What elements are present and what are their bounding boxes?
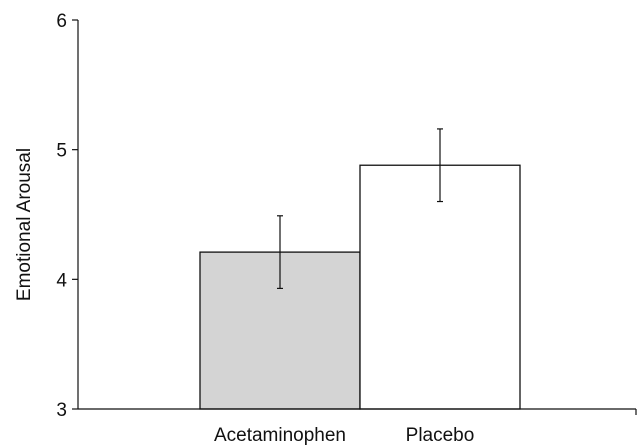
x-category-label: Acetaminophen: [214, 425, 346, 446]
error-bars: [277, 128, 443, 290]
plot-area: 3 4 5 6 Acetaminophen Placebo: [56, 11, 637, 446]
y-tick-label: 3: [56, 400, 67, 421]
y-tick-label: 4: [56, 270, 67, 291]
x-category-label: Placebo: [406, 425, 475, 446]
y-tick-label: 5: [56, 141, 67, 162]
bars: [199, 164, 521, 410]
bar-placebo: [359, 164, 521, 410]
x-ticks: Acetaminophen Placebo: [214, 409, 637, 446]
y-axis-title: Emotional Arousal: [14, 148, 35, 301]
y-tick-label: 6: [56, 11, 67, 32]
y-ticks: 3 4 5 6: [56, 11, 78, 421]
